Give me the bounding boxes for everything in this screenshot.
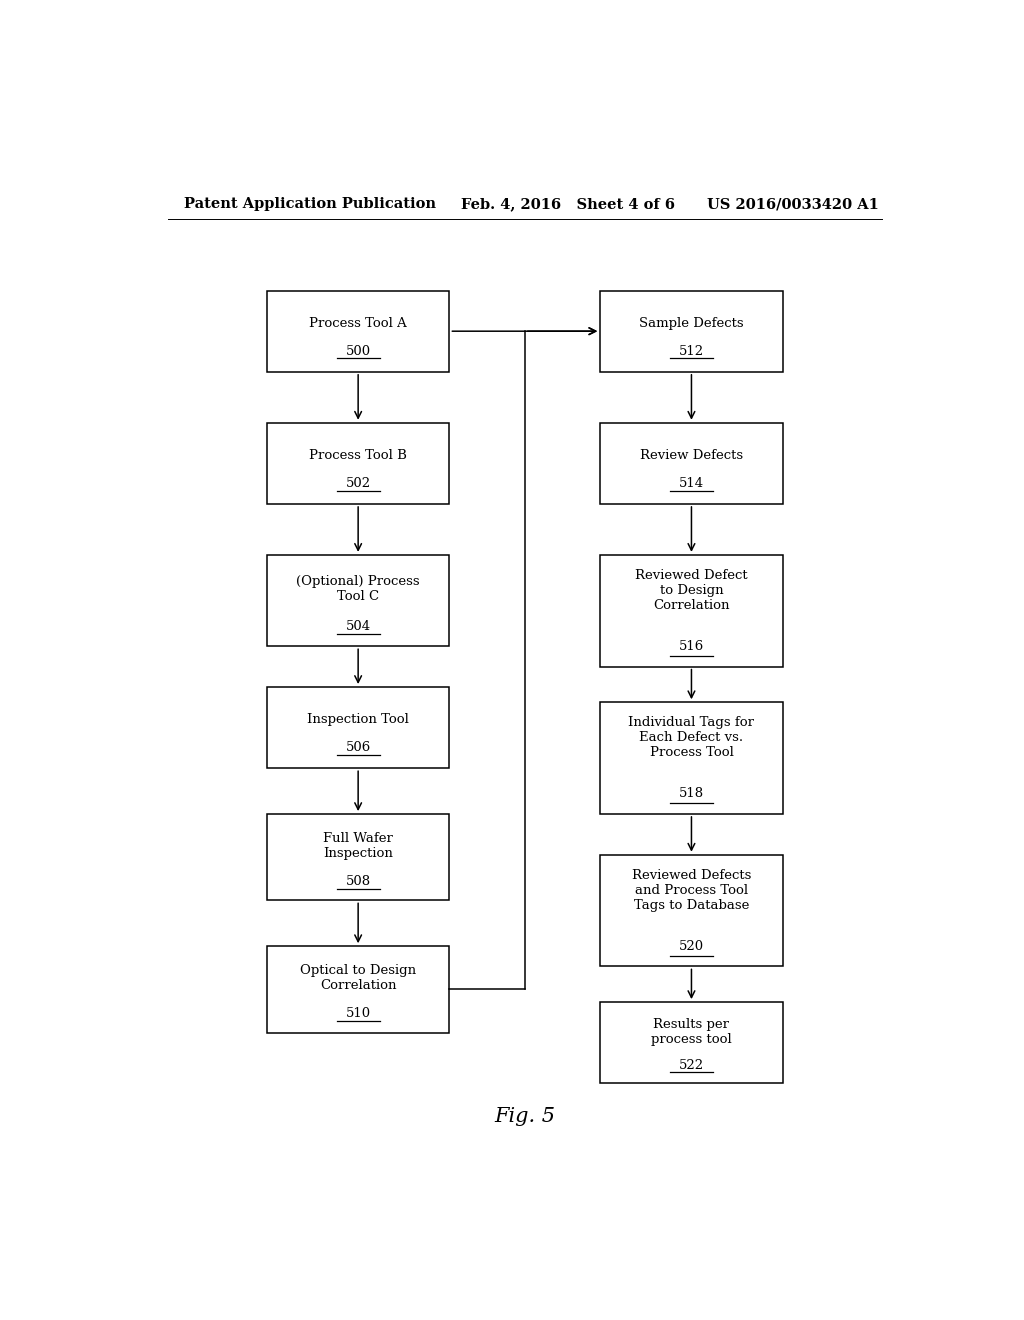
Text: Results per
process tool: Results per process tool [651, 1018, 732, 1045]
Text: Feb. 4, 2016   Sheet 4 of 6: Feb. 4, 2016 Sheet 4 of 6 [461, 197, 675, 211]
Text: 514: 514 [679, 477, 705, 490]
Bar [600, 554, 782, 667]
Bar [600, 702, 782, 814]
Bar [267, 686, 450, 768]
Bar [267, 290, 450, 372]
Text: Fig. 5: Fig. 5 [495, 1107, 555, 1126]
Text: Process Tool A: Process Tool A [309, 317, 407, 330]
Text: Optical to Design
Correlation: Optical to Design Correlation [300, 964, 416, 993]
Text: Reviewed Defects
and Process Tool
Tags to Database: Reviewed Defects and Process Tool Tags t… [632, 869, 752, 912]
Text: Inspection Tool: Inspection Tool [307, 713, 409, 726]
Text: Reviewed Defect
to Design
Correlation: Reviewed Defect to Design Correlation [635, 569, 748, 612]
Bar [600, 422, 782, 504]
Text: 520: 520 [679, 940, 705, 953]
Text: 522: 522 [679, 1059, 705, 1072]
Text: US 2016/0033420 A1: US 2016/0033420 A1 [708, 197, 880, 211]
Bar [600, 854, 782, 966]
Text: (Optional) Process
Tool C: (Optional) Process Tool C [296, 574, 420, 603]
Text: 500: 500 [345, 345, 371, 358]
Text: 502: 502 [345, 477, 371, 490]
Text: 506: 506 [345, 742, 371, 755]
Bar [267, 946, 450, 1032]
Bar [600, 1002, 782, 1084]
Text: 510: 510 [345, 1007, 371, 1020]
Text: 518: 518 [679, 787, 705, 800]
Text: 516: 516 [679, 640, 705, 653]
Text: Full Wafer
Inspection: Full Wafer Inspection [324, 832, 393, 859]
Text: Sample Defects: Sample Defects [639, 317, 743, 330]
Text: Process Tool B: Process Tool B [309, 449, 408, 462]
Bar [267, 814, 450, 900]
Bar [267, 422, 450, 504]
Text: Individual Tags for
Each Defect vs.
Process Tool: Individual Tags for Each Defect vs. Proc… [629, 717, 755, 759]
Text: Patent Application Publication: Patent Application Publication [183, 197, 435, 211]
Text: Review Defects: Review Defects [640, 449, 743, 462]
Bar [267, 554, 450, 647]
Text: 504: 504 [345, 619, 371, 632]
Text: 508: 508 [345, 875, 371, 888]
Bar [600, 290, 782, 372]
Text: 512: 512 [679, 345, 705, 358]
